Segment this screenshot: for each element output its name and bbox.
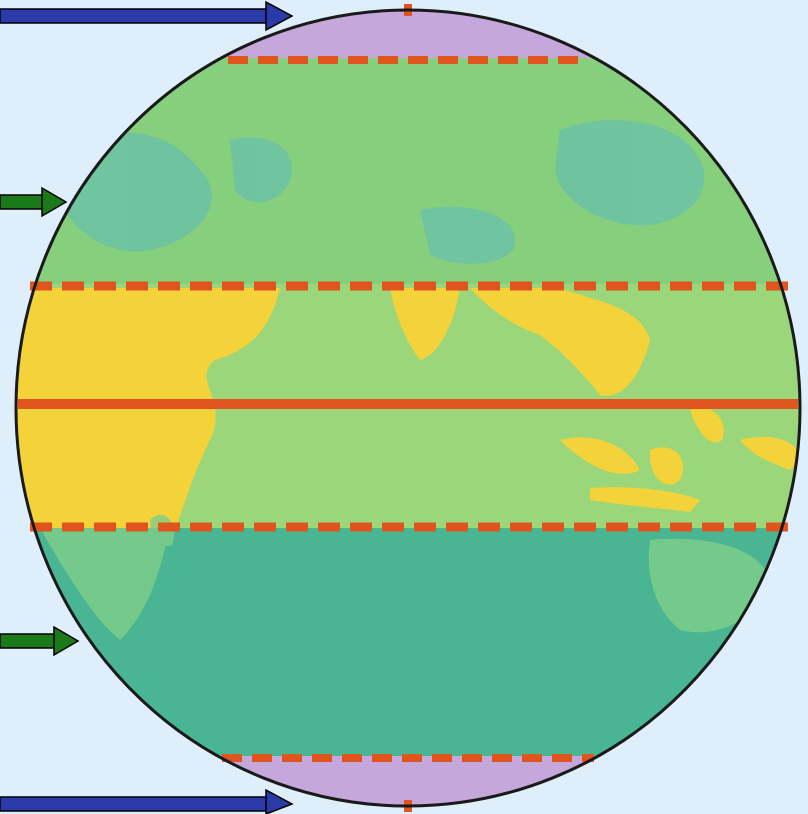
arrow-right-icon	[0, 788, 294, 814]
arrow-right-icon	[0, 625, 80, 657]
south-landmass	[40, 514, 770, 640]
arrow-right-icon	[0, 186, 68, 218]
globe-outline	[14, 8, 802, 808]
arrow-right-icon	[0, 0, 294, 32]
